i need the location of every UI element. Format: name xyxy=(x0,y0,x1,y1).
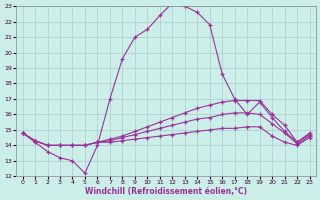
X-axis label: Windchill (Refroidissement éolien,°C): Windchill (Refroidissement éolien,°C) xyxy=(85,187,247,196)
